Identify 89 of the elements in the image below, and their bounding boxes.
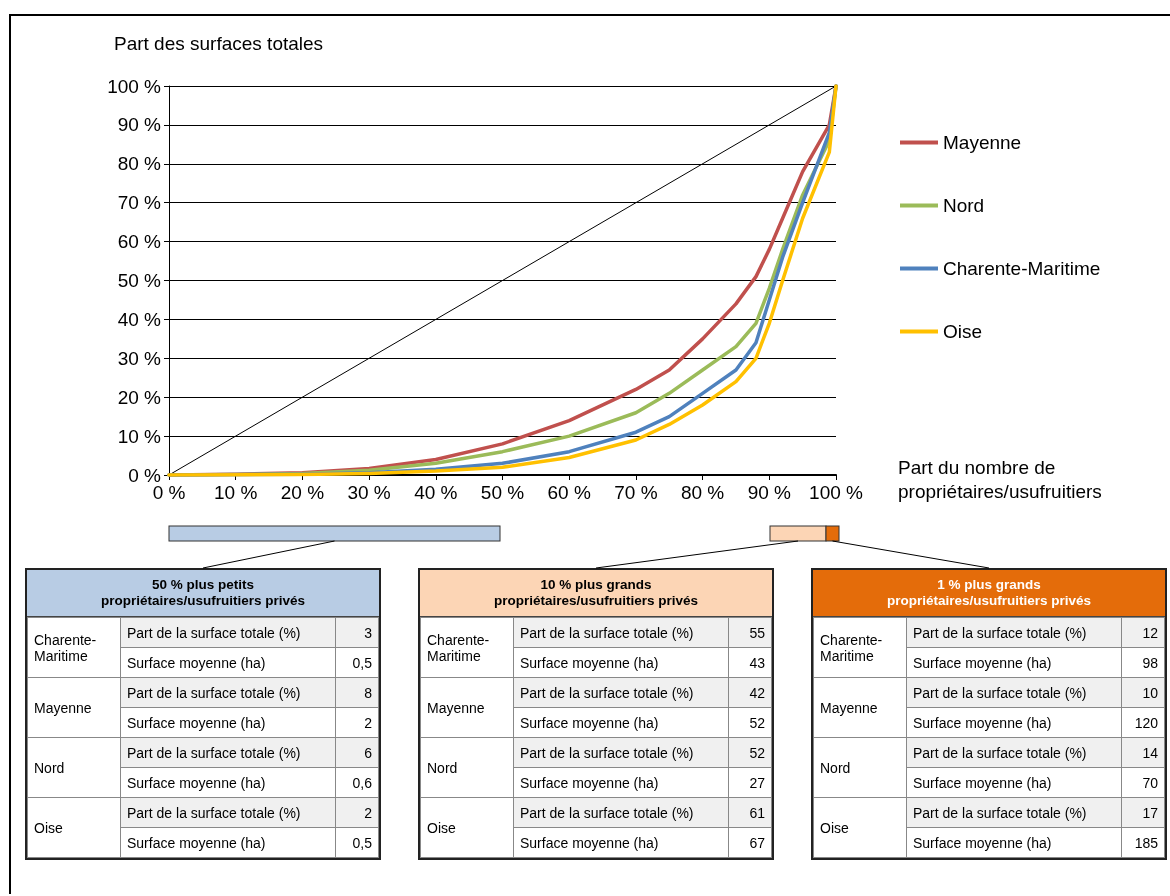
x-axis-title: Part du nombre de propriétaires/usufruitiers	[898, 456, 1103, 504]
y-tick-label: 20 %	[117, 386, 162, 408]
text: Surface moyenne (ha)	[906, 647, 1122, 678]
text: Part de la surface totale (%)	[513, 737, 729, 768]
text: 6	[335, 737, 379, 768]
y-tick-label: 60 %	[117, 231, 162, 253]
legend-label: Charente-Maritime	[943, 258, 1101, 279]
text: Surface moyenne (ha)	[906, 767, 1122, 798]
text: 61	[728, 797, 772, 828]
text: 0,5	[335, 647, 379, 678]
y-tick-label: 90 %	[117, 114, 162, 136]
x-tick-label: 40 %	[414, 482, 458, 503]
text: 12	[1121, 617, 1165, 648]
y-tick-label: 50 %	[117, 270, 162, 291]
text: Charente-Maritime	[27, 617, 121, 678]
text: 55	[728, 617, 772, 648]
text: Surface moyenne (ha)	[120, 647, 336, 678]
x-tick-label: 10 %	[214, 482, 258, 503]
text: 27	[728, 767, 772, 798]
text: Oise	[813, 797, 907, 858]
y-tick-label: 100 %	[107, 75, 162, 97]
text: 14	[1121, 737, 1165, 768]
text: Mayenne	[420, 677, 514, 738]
text: Surface moyenne (ha)	[906, 827, 1122, 858]
y-tick-label: 40 %	[117, 308, 162, 330]
text: Charente-Maritime	[420, 617, 514, 678]
text: 52	[728, 737, 772, 768]
y-tick-label: 70 %	[117, 192, 162, 214]
text: Nord	[27, 737, 121, 798]
text: 0,6	[335, 767, 379, 798]
text: Part de la surface totale (%)	[906, 737, 1122, 768]
text: 0,5	[335, 827, 379, 858]
text: Part de la surface totale (%)	[906, 677, 1122, 708]
text: 1 % plus grands propriétaires/usufruitiers privés	[813, 570, 1165, 617]
text: Mayenne	[813, 677, 907, 738]
text: Part de la surface totale (%)	[120, 797, 336, 828]
text: 8	[335, 677, 379, 708]
x-tick-label: 90 %	[747, 482, 792, 503]
y-tick-label: 30 %	[117, 347, 162, 369]
text: Nord	[420, 737, 514, 798]
text: 10	[1121, 677, 1165, 708]
x-tick-label: 80 %	[680, 482, 725, 503]
y-axis-title: Part des surfaces totales	[114, 33, 324, 54]
text: 2	[335, 707, 379, 738]
x-tick-label: 100 %	[809, 482, 864, 503]
text: Surface moyenne (ha)	[906, 707, 1122, 738]
text: 3	[335, 617, 379, 648]
text: Surface moyenne (ha)	[513, 767, 729, 798]
text: 52	[728, 707, 772, 738]
text: Surface moyenne (ha)	[120, 827, 336, 858]
x-tick-label: 30 %	[347, 482, 391, 503]
text: Oise	[27, 797, 121, 858]
x-tick-label: 70 %	[614, 482, 658, 503]
text: Part de la surface totale (%)	[906, 617, 1122, 648]
text: 50 % plus petits propriétaires/usufruitiers privés	[27, 570, 379, 617]
legend-label: Mayenne	[943, 132, 1022, 153]
text: Surface moyenne (ha)	[120, 767, 336, 798]
text: Surface moyenne (ha)	[120, 707, 336, 738]
text: 185	[1121, 827, 1165, 858]
text: Part de la surface totale (%)	[906, 797, 1122, 828]
text: 43	[728, 647, 772, 678]
text: Oise	[420, 797, 514, 858]
text: Nord	[813, 737, 907, 798]
text: Part de la surface totale (%)	[513, 617, 729, 648]
legend-label: Oise	[943, 321, 983, 342]
text: Part de la surface totale (%)	[513, 677, 729, 708]
text: 120	[1121, 707, 1165, 738]
text: 98	[1121, 647, 1165, 678]
y-tick-label: 10 %	[117, 425, 162, 447]
text: Part de la surface totale (%)	[120, 737, 336, 768]
text: 70	[1121, 767, 1165, 798]
text: Surface moyenne (ha)	[513, 707, 729, 738]
text: Part de la surface totale (%)	[120, 677, 336, 708]
text: 17	[1121, 797, 1165, 828]
legend-label: Nord	[943, 195, 985, 216]
text: 10 % plus grands propriétaires/usufruitiers privés	[420, 570, 772, 617]
y-tick-label: 80 %	[117, 153, 162, 175]
x-tick-label: 60 %	[547, 482, 591, 503]
text: Part de la surface totale (%)	[120, 617, 336, 648]
text: Surface moyenne (ha)	[513, 647, 729, 678]
text: Mayenne	[27, 677, 121, 738]
text: 67	[728, 827, 772, 858]
x-tick-label: 20 %	[280, 482, 325, 503]
x-tick-label: 50 %	[480, 482, 525, 503]
text: Surface moyenne (ha)	[513, 827, 729, 858]
text: Part de la surface totale (%)	[513, 797, 729, 828]
text: 2	[335, 797, 379, 828]
text: 42	[728, 677, 772, 708]
text: Charente-Maritime	[813, 617, 907, 678]
